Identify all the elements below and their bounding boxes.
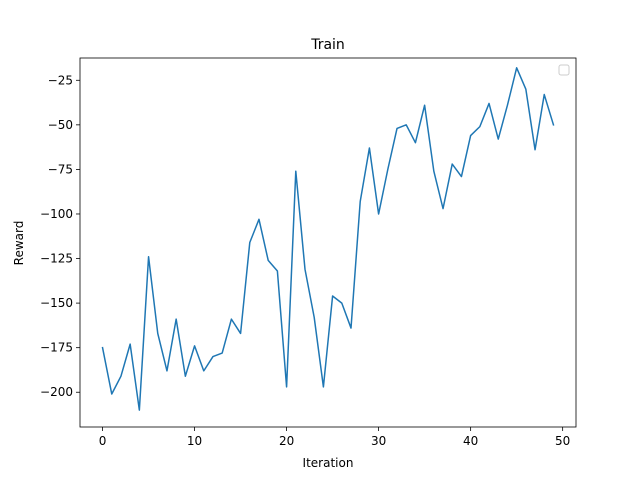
y-tick-label: −75 [48,162,73,176]
y-tick-label: −200 [40,385,73,399]
y-tick-label: −175 [40,341,73,355]
x-tick-label: 0 [99,434,107,448]
x-tick-label: 50 [555,434,570,448]
x-tick-label: 20 [279,434,294,448]
y-tick-label: −50 [48,118,73,132]
y-tick-label: −100 [40,207,73,221]
y-tick-label: −125 [40,252,73,266]
y-axis-label: Reward [12,221,26,266]
legend-box [559,65,569,75]
x-tick-label: 40 [463,434,478,448]
x-axis-label: Iteration [303,456,354,470]
x-tick-label: 30 [371,434,386,448]
y-tick-label: −25 [48,73,73,87]
plot-area [80,58,576,427]
y-tick-label: −150 [40,296,73,310]
chart-title: Train [310,37,345,53]
x-tick-label: 10 [187,434,202,448]
